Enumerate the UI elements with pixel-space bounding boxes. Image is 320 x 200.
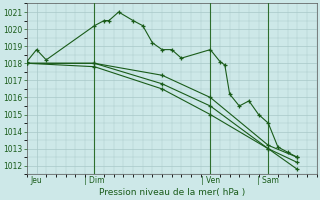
X-axis label: Pression niveau de la mer( hPa ): Pression niveau de la mer( hPa )	[99, 188, 245, 197]
